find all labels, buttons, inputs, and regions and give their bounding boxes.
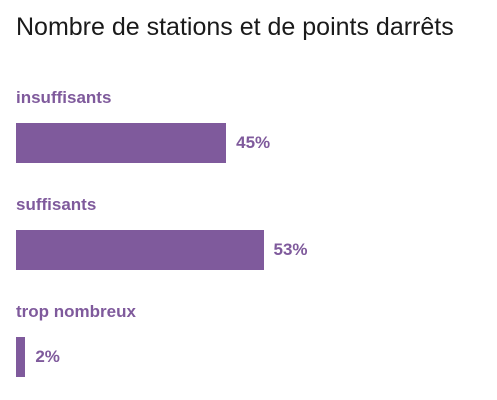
chart-title: Nombre de stations et de points darrêts: [16, 13, 454, 41]
category-label: insuffisants: [16, 88, 112, 107]
category-label: suffisants: [16, 195, 97, 214]
value-label: 53%: [273, 240, 308, 259]
category-label: trop nombreux: [16, 302, 136, 321]
value-label: 2%: [35, 347, 60, 366]
bar: [16, 230, 264, 270]
bar: [16, 337, 26, 377]
value-label: 45%: [236, 133, 271, 152]
bar: [16, 123, 227, 163]
